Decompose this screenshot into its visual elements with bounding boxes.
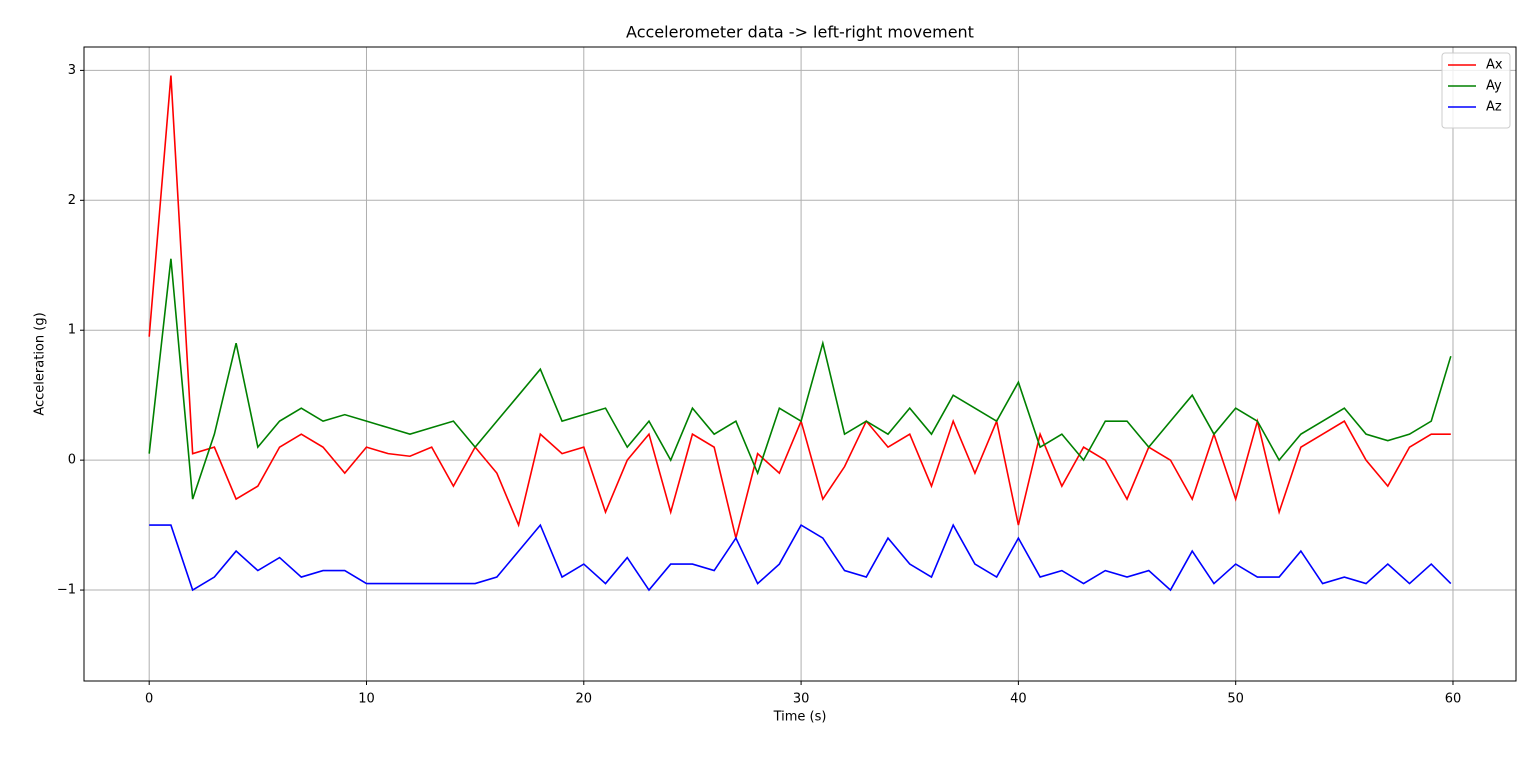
plot-frame bbox=[83, 46, 1517, 682]
y-tick-label: 2 bbox=[68, 193, 76, 208]
y-tick-label: 0 bbox=[68, 453, 76, 468]
y-axis-label: Acceleration (g) bbox=[33, 312, 48, 415]
series-line bbox=[149, 523, 1452, 592]
x-axis-label: Time (s) bbox=[773, 710, 827, 725]
x-tick-label: 40 bbox=[1010, 692, 1027, 707]
legend-label: Ax bbox=[1486, 58, 1503, 73]
y-tick-label: −1 bbox=[57, 583, 76, 598]
x-tick-label: 50 bbox=[1227, 692, 1244, 707]
grid bbox=[84, 47, 1516, 681]
legend-label: Ay bbox=[1486, 79, 1502, 94]
x-tick-label: 30 bbox=[793, 692, 810, 707]
series-line bbox=[148, 258, 1452, 500]
x-tick-label: 20 bbox=[576, 692, 593, 707]
lines bbox=[148, 75, 1452, 592]
x-tick-label: 0 bbox=[145, 692, 153, 707]
legend-box bbox=[1441, 52, 1511, 129]
y-tick-label: 1 bbox=[68, 323, 76, 338]
x-tick-label: 10 bbox=[358, 692, 375, 707]
ticks: 0 10 20 30 40 50 60 −1 0 1 2 3 bbox=[57, 63, 1461, 707]
y-tick-label: 3 bbox=[68, 63, 76, 78]
chart-title: Accelerometer data -> left-right movemen… bbox=[626, 23, 974, 42]
legend-label: Az bbox=[1486, 100, 1502, 115]
x-tick-label: 60 bbox=[1445, 692, 1462, 707]
series-line bbox=[148, 75, 1451, 539]
legend: Ax Ay Az bbox=[1441, 52, 1511, 129]
